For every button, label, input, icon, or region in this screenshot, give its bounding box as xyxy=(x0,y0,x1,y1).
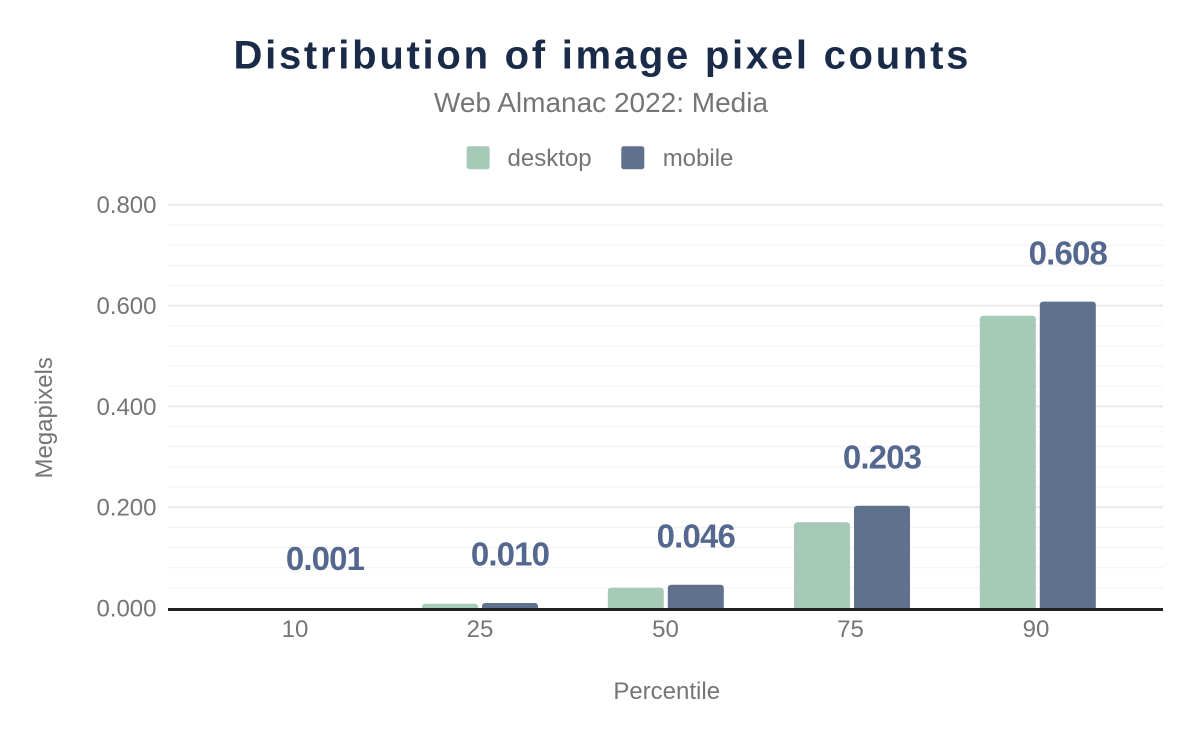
svg-text:0.000: 0.000 xyxy=(96,595,156,622)
svg-text:desktop: desktop xyxy=(508,145,592,172)
svg-text:Percentile: Percentile xyxy=(613,678,720,705)
svg-text:0.800: 0.800 xyxy=(96,192,156,219)
svg-text:0.400: 0.400 xyxy=(96,394,156,421)
svg-text:0.203: 0.203 xyxy=(843,438,922,475)
svg-text:90: 90 xyxy=(1023,616,1050,643)
svg-text:mobile: mobile xyxy=(663,145,734,172)
svg-text:0.010: 0.010 xyxy=(471,536,549,573)
svg-text:75: 75 xyxy=(837,616,864,643)
svg-text:0.600: 0.600 xyxy=(96,293,156,320)
svg-text:Distribution of image pixel co: Distribution of image pixel counts xyxy=(233,34,971,78)
svg-text:0.046: 0.046 xyxy=(657,518,736,555)
svg-text:0.001: 0.001 xyxy=(286,540,365,577)
svg-text:25: 25 xyxy=(467,616,494,643)
svg-text:Megapixels: Megapixels xyxy=(31,357,58,478)
svg-text:10: 10 xyxy=(282,616,309,643)
svg-text:Web Almanac 2022: Media: Web Almanac 2022: Media xyxy=(434,87,769,118)
svg-text:50: 50 xyxy=(652,616,679,643)
svg-text:0.608: 0.608 xyxy=(1029,234,1108,271)
svg-text:0.200: 0.200 xyxy=(96,495,156,522)
